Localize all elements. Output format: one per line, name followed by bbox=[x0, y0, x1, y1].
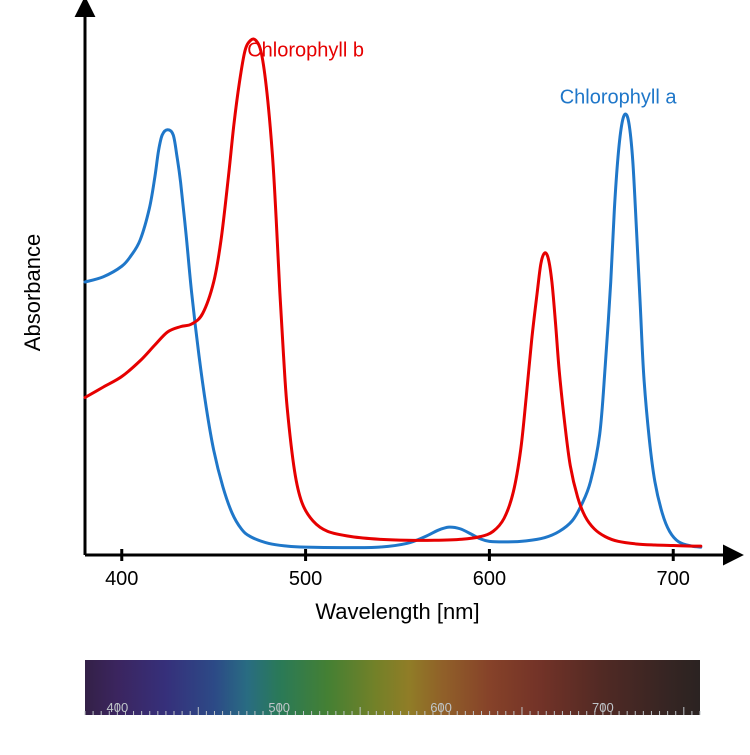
chart-svg: 400 500 600 700 Wavelength [nm] Absorbance Chl… bbox=[0, 0, 750, 750]
xtick-label: 500 bbox=[289, 568, 322, 590]
spectrum-bar: 400 500 600 700 bbox=[85, 660, 700, 715]
spectrum-tick-label: 400 bbox=[107, 700, 129, 715]
xtick-label: 400 bbox=[105, 568, 138, 590]
xtick-label: 700 bbox=[657, 568, 690, 590]
spectrum-tick-label: 600 bbox=[430, 700, 452, 715]
figure: 400 500 600 700 Wavelength [nm] Absorbance Chl… bbox=[0, 0, 750, 750]
ylabel: Absorbance bbox=[20, 234, 45, 351]
series-chlorophyll_b bbox=[85, 39, 701, 546]
spectrum-tick-label: 700 bbox=[592, 700, 614, 715]
xlabel: Wavelength [nm] bbox=[315, 599, 479, 624]
xtick-label: 600 bbox=[473, 568, 506, 590]
series-chlorophyll_a bbox=[85, 114, 701, 548]
series-label-chlorophyll_b: Chlorophyll b bbox=[247, 39, 364, 61]
spectrum-tick-label: 500 bbox=[268, 700, 290, 715]
series-label-chlorophyll_a: Chlorophyll a bbox=[560, 87, 678, 109]
